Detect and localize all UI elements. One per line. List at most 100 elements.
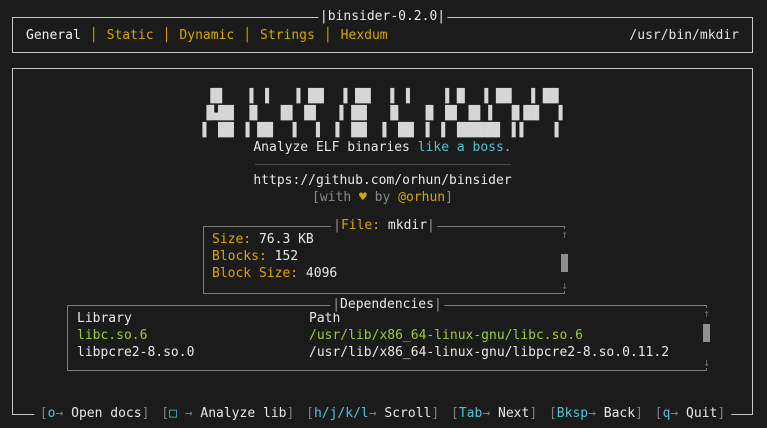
arrow-right-icon: → xyxy=(184,406,193,421)
hint-label: Analyze lib xyxy=(200,406,287,421)
hint-label: Scroll xyxy=(384,406,432,421)
info-value: 76.3 KB xyxy=(251,232,314,247)
dependency-library[interactable]: libpcre2-8.so.0 xyxy=(77,345,195,360)
dependency-path[interactable]: /usr/lib/x86_64-linux-gnu/libpcre2-8.so.… xyxy=(309,345,670,360)
scroll-down-icon[interactable]: ↓ xyxy=(703,356,710,369)
scroll-down-icon[interactable]: ↓ xyxy=(561,279,568,292)
dependency-path[interactable]: /usr/lib/x86_64-linux-gnu/libc.so.6 xyxy=(309,328,583,343)
hint-label: Quit xyxy=(686,406,718,421)
scrollbar-track[interactable] xyxy=(703,319,710,357)
info-value: 152 xyxy=(266,249,299,264)
hint-key: □ xyxy=(169,406,177,421)
divider-line xyxy=(254,164,511,165)
byline-suffix: ] xyxy=(445,190,453,205)
tab-bar: |binsider-0.2.0| General │ Static │ Dyna… xyxy=(12,9,753,53)
tab-separator: │ xyxy=(162,27,171,43)
scrollbar-thumb[interactable] xyxy=(703,323,710,342)
binsider-ascii-logo: ▐█ ▐ ▐ ▐ ██ ▐ ██ ▐ ▐ ▐ █ ▐ ██ ▐ ██ ▐▙██ █… xyxy=(13,88,752,139)
hint-label: Open docs xyxy=(71,406,142,421)
file-title-value: mkdir xyxy=(380,218,428,233)
hint-key: q xyxy=(662,406,671,421)
title-pipe: | xyxy=(427,218,435,233)
logo-line: ▌ ██ ▐ ██ ▐ ▐ ▌ ██ ▌ ██ ▐ ▐ ▐█████ ▐▐ ▌ xyxy=(202,123,563,138)
bracket: ] xyxy=(141,406,150,421)
file-info-title: |File: mkdir| xyxy=(331,218,437,234)
tab-dynamic[interactable]: Dynamic xyxy=(179,27,235,43)
hint-analyze-lib[interactable]: [□ → Analyze lib] xyxy=(161,406,294,421)
hint-open-docs[interactable]: [o→ Open docs] xyxy=(40,406,150,421)
bracket: [ xyxy=(548,406,557,421)
tab-static[interactable]: Static xyxy=(106,27,154,43)
bracket: [ xyxy=(161,406,170,421)
info-value: 4096 xyxy=(298,266,338,281)
project-url: https://github.com/orhun/binsider xyxy=(253,173,512,188)
bracket: [ xyxy=(306,406,314,421)
dependencies-title: |Dependencies| xyxy=(330,297,444,313)
hint-label: Next xyxy=(498,406,530,421)
app-title: |binsider-0.2.0| xyxy=(317,9,448,25)
logo-line: ▐▙██ █ █▌ █▌ ▐ ██ █ ▐▌ █▌ █▌▐ ▐▌██ ▐ xyxy=(202,106,563,121)
tagline-accent: like a boss. xyxy=(417,140,512,155)
info-label: Block Size: xyxy=(212,266,299,281)
scrollbar-thumb[interactable] xyxy=(561,253,568,272)
dependency-row[interactable]: libpcre2-8.so.0 /usr/lib/x86_64-linux-gn… xyxy=(68,344,706,361)
author-handle: @orhun xyxy=(398,190,446,205)
title-pipe: | xyxy=(332,297,341,312)
file-info-row: Size: 76.3 KB xyxy=(204,231,564,248)
dependency-library[interactable]: libc.so.6 xyxy=(77,328,148,343)
logo-line: ▐█ ▐ ▐ ▐ ██ ▐ ██ ▐ ▐ ▐ █ ▐ ██ ▐ ██ xyxy=(206,89,559,104)
bracket: [ xyxy=(654,406,663,421)
file-title-label: File: xyxy=(340,218,381,233)
dependency-row-selected[interactable]: libc.so.6 /usr/lib/x86_64-linux-gnu/libc… xyxy=(68,327,706,344)
tab-separator: │ xyxy=(89,27,98,43)
hint-quit[interactable]: [q→ Quit] xyxy=(655,406,725,421)
scroll-up-icon[interactable]: ↑ xyxy=(703,307,710,320)
tab-hexdump[interactable]: Hexdum xyxy=(340,27,388,43)
general-panel: ▐█ ▐ ▐ ▐ ██ ▐ ██ ▐ ▐ ▐ █ ▐ ██ ▐ ██ ▐▙██ █… xyxy=(12,68,753,422)
column-header-path: Path xyxy=(309,311,341,326)
title-pipe: | xyxy=(333,218,341,233)
analyzed-file-path: /usr/bin/mkdir xyxy=(629,27,739,43)
tab-strings[interactable]: Strings xyxy=(260,27,315,43)
heart-icon: ♥ xyxy=(359,190,367,205)
file-info-panel: |File: mkdir| Size: 76.3 KB Blocks: 152 … xyxy=(203,218,570,294)
hint-key: h/j/k/l xyxy=(313,406,369,421)
file-info-scrollbar[interactable]: ↑ ↓ xyxy=(559,229,570,291)
column-header-library: Library xyxy=(77,311,132,326)
dependencies-header-row: Library Path xyxy=(68,310,706,327)
hint-back[interactable]: [Bksp→ Back] xyxy=(549,406,643,421)
hint-key: Bksp xyxy=(556,406,589,421)
tab-separator: │ xyxy=(323,27,332,43)
bracket: [ xyxy=(451,406,459,421)
tagline-text: Analyze ELF binaries xyxy=(253,140,418,155)
spacer xyxy=(177,406,185,421)
scrollbar-track[interactable] xyxy=(561,240,568,280)
tagline: Analyze ELF binaries like a boss. xyxy=(13,139,752,156)
bracket: ] xyxy=(717,406,726,421)
bracket: ] xyxy=(431,406,440,421)
byline-prefix: [with xyxy=(312,190,360,205)
file-info-row: Block Size: 4096 xyxy=(204,265,564,282)
dependencies-scrollbar[interactable]: ↑ ↓ xyxy=(701,308,712,368)
arrow-right-icon: → xyxy=(588,406,596,421)
arrow-right-icon: → xyxy=(670,406,679,421)
hint-key: o xyxy=(47,406,56,421)
byline: [with ♥ by @orhun] xyxy=(13,189,752,206)
info-label: Blocks: xyxy=(212,249,267,264)
dependencies-title-text: Dependencies xyxy=(340,297,434,312)
scroll-up-icon[interactable]: ↑ xyxy=(561,228,568,241)
keybinding-hints: [o→ Open docs] [□ → Analyze lib] [h/j/k/… xyxy=(33,406,732,422)
bracket: ] xyxy=(286,406,295,421)
tab-general[interactable]: General xyxy=(26,27,81,43)
bracket: [ xyxy=(39,406,48,421)
hint-label: Back xyxy=(603,406,636,421)
file-info-row: Blocks: 152 xyxy=(204,248,564,265)
arrow-right-icon: → xyxy=(55,406,64,421)
bracket: ] xyxy=(529,406,538,421)
hint-next-tab[interactable]: [Tab→ Next] xyxy=(451,406,537,421)
hint-key: Tab xyxy=(458,406,483,421)
arrow-right-icon: → xyxy=(482,406,491,421)
title-pipe: | xyxy=(433,297,442,312)
hint-scroll[interactable]: [h/j/k/l→ Scroll] xyxy=(306,406,439,421)
